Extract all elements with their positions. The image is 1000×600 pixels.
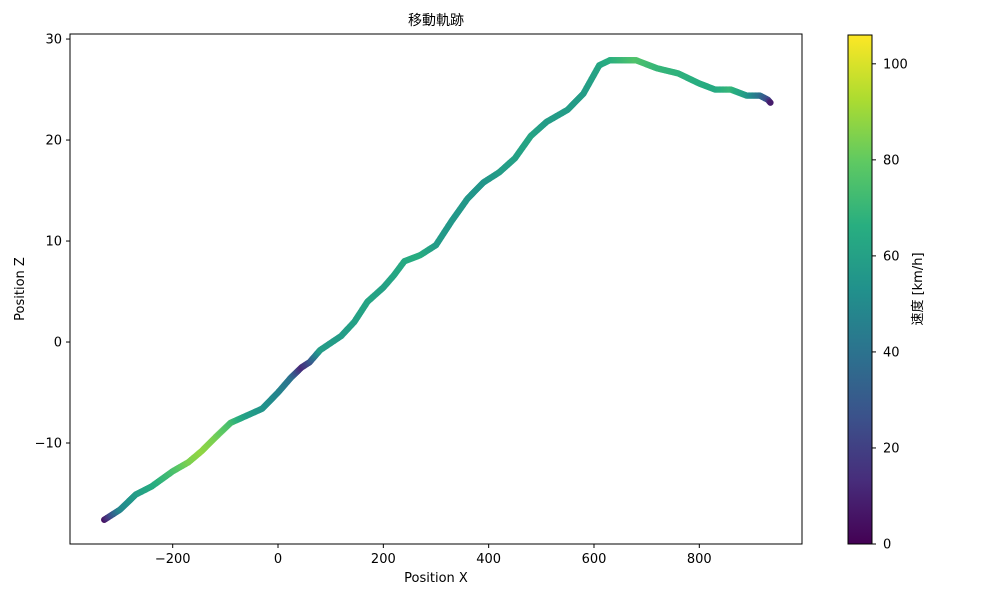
x-axis: −200 0 200 400 600 800 bbox=[155, 544, 712, 567]
y-axis: −10 0 10 20 30 bbox=[35, 33, 70, 452]
colorbar-ticks: 0 20 40 60 80 100 bbox=[872, 57, 908, 553]
colorbar-tick-label: 40 bbox=[883, 345, 900, 360]
x-tick-label: 400 bbox=[476, 552, 501, 567]
x-tick-label: 600 bbox=[582, 552, 607, 567]
plot-frame bbox=[69, 33, 803, 545]
x-tick-label: 200 bbox=[371, 552, 396, 567]
colorbar-tick-label: 60 bbox=[883, 249, 900, 264]
colorbar bbox=[847, 34, 873, 545]
y-tick-label: 20 bbox=[45, 134, 62, 149]
x-axis-label: Position X bbox=[404, 571, 468, 586]
colorbar-tick-label: 20 bbox=[883, 441, 900, 456]
y-tick-label: 0 bbox=[54, 336, 62, 351]
y-axis-label: Position Z bbox=[13, 257, 28, 321]
colorbar-tick-label: 100 bbox=[883, 57, 908, 72]
y-tick-label: 10 bbox=[45, 235, 62, 250]
scatter-points bbox=[101, 57, 774, 523]
chart-title: 移動軌跡 bbox=[408, 13, 464, 29]
trajectory-point bbox=[767, 99, 774, 106]
y-tick-label: −10 bbox=[35, 437, 62, 452]
y-tick-label: 30 bbox=[45, 33, 62, 48]
x-tick-label: −200 bbox=[155, 552, 191, 567]
colorbar-tick-label: 80 bbox=[883, 153, 900, 168]
x-tick-label: 800 bbox=[687, 552, 712, 567]
x-tick-label: 0 bbox=[274, 552, 282, 567]
colorbar-tick-label: 0 bbox=[883, 538, 891, 553]
colorbar-label: 速度 [km/h] bbox=[910, 252, 926, 325]
